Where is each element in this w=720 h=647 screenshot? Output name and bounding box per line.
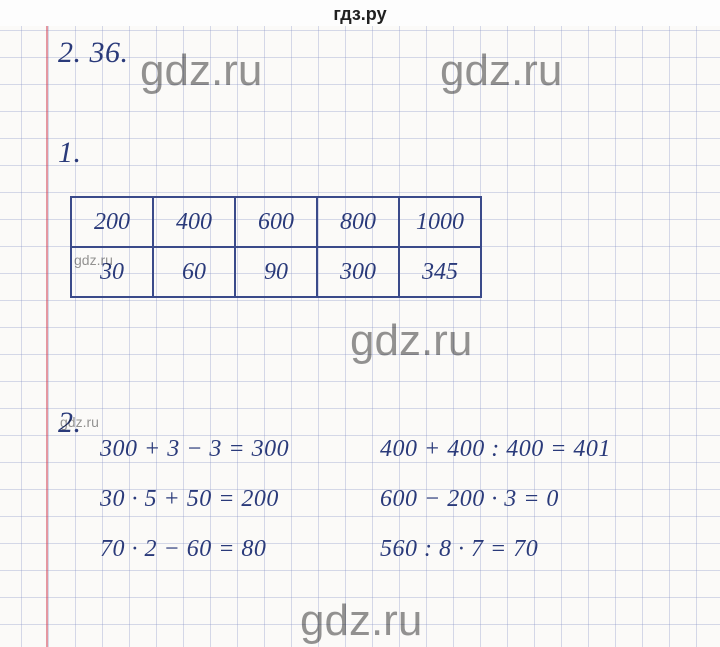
eq-right-1: 400 + 400 : 400 = 401 — [380, 436, 611, 463]
watermark-large: gdz.ru — [440, 46, 562, 96]
table-cell: 60 — [153, 247, 235, 297]
notebook-margin-line — [46, 26, 48, 647]
exercise-1-label: 1. — [58, 136, 82, 170]
eq-left-3: 70 · 2 − 60 = 80 — [100, 536, 266, 563]
watermark-large: gdz.ru — [300, 596, 422, 646]
table-cell: 400 — [153, 197, 235, 247]
table-cell: 345 — [399, 247, 481, 297]
page-header: гдз.ру — [0, 0, 720, 26]
table-cell: 30 — [71, 247, 153, 297]
table-cell: 300 — [317, 247, 399, 297]
eq-right-2: 600 − 200 · 3 = 0 — [380, 486, 559, 513]
exercise-2-label: 2. — [58, 406, 82, 440]
table-cell: 90 — [235, 247, 317, 297]
notebook-paper: 2. 36. 1. 200 400 600 800 1000 30 60 90 … — [0, 26, 720, 647]
table-cell: 200 — [71, 197, 153, 247]
table-row: 30 60 90 300 345 — [71, 247, 481, 297]
exercise-1-table: 200 400 600 800 1000 30 60 90 300 345 — [70, 196, 482, 298]
site-name: гдз.ру — [333, 4, 386, 24]
watermark-large: gdz.ru — [140, 46, 262, 96]
eq-right-3: 560 : 8 · 7 = 70 — [380, 536, 538, 563]
eq-left-2: 30 · 5 + 50 = 200 — [100, 486, 279, 513]
table-cell: 600 — [235, 197, 317, 247]
table-row: 200 400 600 800 1000 — [71, 197, 481, 247]
section-number: 2. 36. — [58, 36, 129, 70]
table-cell: 800 — [317, 197, 399, 247]
table-cell: 1000 — [399, 197, 481, 247]
eq-left-1: 300 + 3 − 3 = 300 — [100, 436, 289, 463]
watermark-large: gdz.ru — [350, 316, 472, 366]
